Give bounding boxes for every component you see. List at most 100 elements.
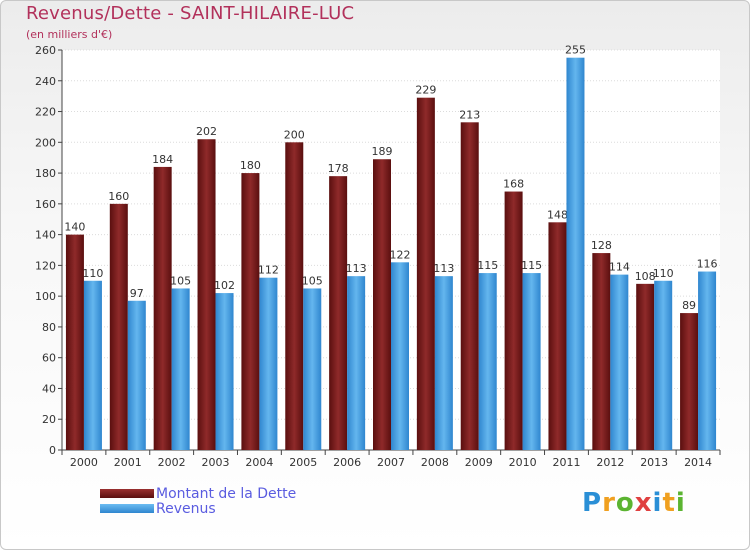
bar-revenus: [654, 280, 673, 450]
bar-revenus: [566, 57, 585, 450]
y-tick-label: 60: [42, 352, 56, 365]
y-tick-label: 120: [35, 259, 56, 272]
bar-dette: [504, 191, 523, 451]
x-tick-label: 2006: [333, 456, 361, 469]
y-tick-label: 260: [35, 44, 56, 57]
bar-dette: [416, 97, 435, 450]
data-label-revenus: 114: [609, 261, 630, 274]
bar-revenus: [259, 277, 278, 450]
data-label-revenus: 105: [170, 274, 191, 287]
x-tick-label: 2008: [421, 456, 449, 469]
data-label-dette: 180: [240, 159, 261, 172]
x-tick-label: 2014: [684, 456, 712, 469]
data-label-revenus: 115: [521, 259, 542, 272]
data-label-revenus: 112: [258, 264, 279, 277]
legend-item-dette: Montant de la Dette: [100, 485, 297, 502]
bar-dette: [636, 283, 655, 450]
bar-revenus: [478, 273, 497, 450]
bar-revenus: [434, 276, 453, 450]
bar-revenus: [83, 280, 102, 450]
legend-label-dette: Montant de la Dette: [156, 485, 297, 502]
x-tick-label: 2007: [377, 456, 405, 469]
data-label-revenus: 97: [130, 287, 144, 300]
x-tick-label: 2005: [289, 456, 317, 469]
data-label-revenus: 102: [214, 279, 235, 292]
bar-dette: [592, 253, 611, 450]
x-tick-label: 2000: [70, 456, 98, 469]
bar-dette: [460, 122, 479, 451]
bar-dette: [197, 139, 216, 450]
y-tick-label: 200: [35, 136, 56, 149]
data-label-dette: 184: [152, 153, 173, 166]
bar-revenus: [215, 293, 234, 450]
x-tick-label: 2002: [158, 456, 186, 469]
x-tick-label: 2011: [552, 456, 580, 469]
legend-label-revenus: Revenus: [156, 500, 216, 517]
bar-dette: [285, 142, 304, 451]
y-tick-label: 100: [35, 290, 56, 303]
data-label-dette: 168: [503, 178, 524, 191]
bar-revenus: [391, 262, 409, 450]
data-label-revenus: 255: [565, 44, 586, 57]
legend: Montant de la Dette Revenus: [100, 485, 297, 517]
data-label-revenus: 115: [477, 259, 498, 272]
data-label-dette: 229: [415, 84, 436, 97]
bar-dette: [153, 166, 172, 450]
bar-revenus: [698, 271, 717, 450]
y-tick-label: 180: [35, 167, 56, 180]
x-tick-label: 2003: [202, 456, 230, 469]
y-tick-label: 20: [42, 413, 56, 426]
x-tick-label: 2013: [640, 456, 668, 469]
y-tick-label: 160: [35, 198, 56, 211]
y-tick-label: 40: [42, 382, 56, 395]
data-label-dette: 200: [284, 128, 305, 141]
bar-revenus: [127, 300, 146, 450]
data-label-revenus: 110: [82, 267, 103, 280]
legend-swatch-dette: [100, 489, 154, 498]
bar-revenus: [347, 276, 366, 450]
bar-revenus: [610, 274, 629, 450]
data-label-dette: 202: [196, 125, 217, 138]
data-label-revenus: 122: [390, 248, 411, 261]
data-label-dette: 148: [547, 208, 568, 221]
data-label-dette: 128: [591, 239, 612, 252]
y-tick-label: 80: [42, 321, 56, 334]
bar-dette: [241, 173, 260, 451]
x-tick-label: 2001: [114, 456, 142, 469]
bar-dette: [109, 203, 128, 450]
legend-swatch-revenus: [100, 504, 154, 513]
data-label-dette: 213: [459, 108, 480, 121]
data-label-dette: 108: [635, 270, 656, 283]
chart-subtitle: (en milliers d'€): [26, 28, 113, 41]
data-label-dette: 189: [372, 145, 393, 158]
bar-dette: [65, 234, 84, 450]
y-tick-label: 240: [35, 75, 56, 88]
y-tick-label: 220: [35, 106, 56, 119]
x-tick-label: 2010: [509, 456, 537, 469]
x-tick-label: 2009: [465, 456, 493, 469]
bar-dette: [373, 159, 391, 450]
y-tick-label: 140: [35, 229, 56, 242]
x-tick-label: 2004: [245, 456, 273, 469]
data-label-revenus: 105: [302, 274, 323, 287]
bar-dette: [329, 176, 348, 450]
data-label-dette: 160: [108, 190, 129, 203]
bar-revenus: [171, 288, 190, 450]
bar-revenus: [522, 273, 541, 450]
data-label-dette: 178: [328, 162, 349, 175]
legend-item-revenus: Revenus: [100, 500, 296, 517]
proxiti-logo: Proxiti: [582, 488, 686, 518]
data-label-revenus: 113: [433, 262, 454, 275]
data-label-dette: 140: [64, 221, 85, 234]
data-label-dette: 89: [682, 299, 696, 312]
bar-dette: [548, 222, 567, 450]
data-label-revenus: 116: [697, 258, 718, 271]
bar-dette: [680, 313, 699, 450]
chart-title: Revenus/Dette - SAINT-HILAIRE-LUC: [26, 3, 355, 24]
data-label-revenus: 113: [346, 262, 367, 275]
data-label-revenus: 110: [653, 267, 674, 280]
y-tick-label: 0: [49, 444, 56, 457]
bar-revenus: [303, 288, 322, 450]
x-tick-label: 2012: [596, 456, 624, 469]
